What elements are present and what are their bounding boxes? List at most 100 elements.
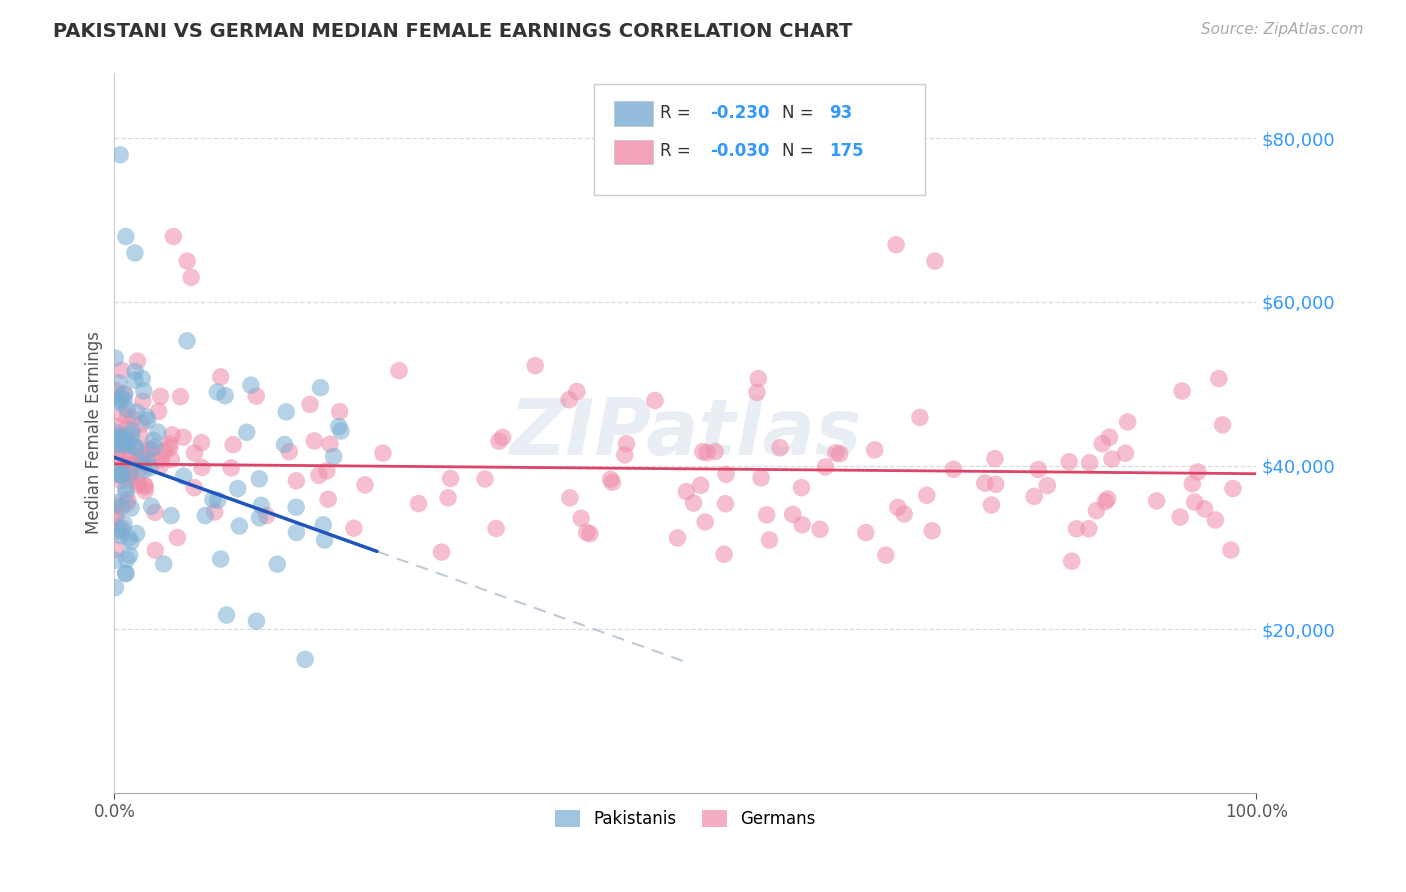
Point: [121, 428, 143, 442]
Point: [558, 491, 581, 505]
Point: [125, 405, 148, 419]
Point: [273, 437, 295, 451]
Point: [111, 430, 134, 444]
Point: [285, 525, 308, 540]
Point: [115, 402, 138, 417]
Point: [758, 533, 780, 547]
Point: [105, 431, 128, 445]
Point: [176, 254, 198, 268]
Point: [228, 519, 250, 533]
Point: [110, 474, 132, 488]
Point: [124, 442, 146, 457]
Point: [1077, 522, 1099, 536]
Point: [124, 246, 146, 260]
Point: [695, 515, 717, 529]
Point: [782, 508, 804, 522]
Text: ZIPatlas: ZIPatlas: [509, 395, 862, 471]
Point: [104, 553, 127, 567]
Point: [190, 435, 212, 450]
Point: [235, 425, 257, 440]
Point: [201, 492, 224, 507]
Point: [143, 440, 166, 454]
Point: [565, 384, 588, 399]
Point: [120, 458, 142, 473]
Text: -0.030: -0.030: [710, 143, 769, 161]
Point: [114, 482, 136, 496]
Point: [209, 369, 232, 384]
Point: [125, 526, 148, 541]
Point: [1091, 436, 1114, 450]
Point: [115, 486, 138, 500]
Point: [579, 526, 602, 541]
Point: [115, 422, 138, 436]
Point: [136, 452, 159, 467]
Point: [110, 391, 132, 405]
Text: PAKISTANI VS GERMAN MEDIAN FEMALE EARNINGS CORRELATION CHART: PAKISTANI VS GERMAN MEDIAN FEMALE EARNIN…: [53, 22, 853, 41]
Point: [204, 505, 226, 519]
Point: [569, 511, 592, 525]
Point: [127, 354, 149, 368]
Legend: Pakistanis, Germans: Pakistanis, Germans: [548, 803, 823, 835]
Point: [692, 445, 714, 459]
Point: [524, 359, 547, 373]
Point: [689, 478, 711, 492]
Point: [1085, 504, 1108, 518]
Point: [143, 543, 166, 558]
FancyBboxPatch shape: [614, 140, 654, 164]
Point: [114, 458, 136, 473]
Point: [176, 334, 198, 348]
Point: [675, 484, 697, 499]
Point: [308, 468, 330, 483]
Point: [134, 478, 156, 492]
Point: [108, 523, 131, 537]
Point: [149, 389, 172, 403]
Point: [136, 413, 159, 427]
Point: [863, 442, 886, 457]
Point: [105, 419, 128, 434]
Point: [131, 417, 153, 431]
Point: [316, 492, 339, 507]
Point: [134, 480, 156, 494]
Point: [180, 270, 202, 285]
Point: [294, 652, 316, 666]
Point: [118, 471, 141, 485]
Point: [1204, 513, 1226, 527]
Point: [104, 542, 127, 557]
Point: [747, 371, 769, 385]
Point: [644, 393, 666, 408]
Point: [111, 408, 134, 422]
Point: [219, 461, 242, 475]
Point: [115, 497, 138, 511]
Point: [114, 387, 136, 401]
Point: [150, 452, 173, 467]
Point: [117, 453, 139, 467]
Point: [117, 434, 139, 448]
Point: [984, 451, 1007, 466]
Point: [485, 521, 508, 535]
Point: [132, 456, 155, 470]
Point: [1146, 494, 1168, 508]
Point: [120, 534, 142, 549]
Point: [828, 447, 851, 461]
Point: [329, 404, 352, 418]
Point: [112, 386, 135, 401]
Point: [169, 390, 191, 404]
Point: [160, 452, 183, 467]
Point: [1060, 554, 1083, 568]
Point: [191, 460, 214, 475]
Point: [104, 507, 127, 521]
Point: [1187, 465, 1209, 479]
Point: [114, 466, 136, 480]
Point: [117, 466, 139, 480]
Point: [666, 531, 689, 545]
Point: [132, 384, 155, 398]
Point: [124, 364, 146, 378]
Point: [682, 496, 704, 510]
Point: [141, 500, 163, 514]
Point: [132, 463, 155, 477]
Point: [132, 394, 155, 409]
Point: [105, 449, 128, 463]
Point: [118, 531, 141, 545]
Point: [209, 552, 232, 566]
Point: [105, 524, 128, 538]
